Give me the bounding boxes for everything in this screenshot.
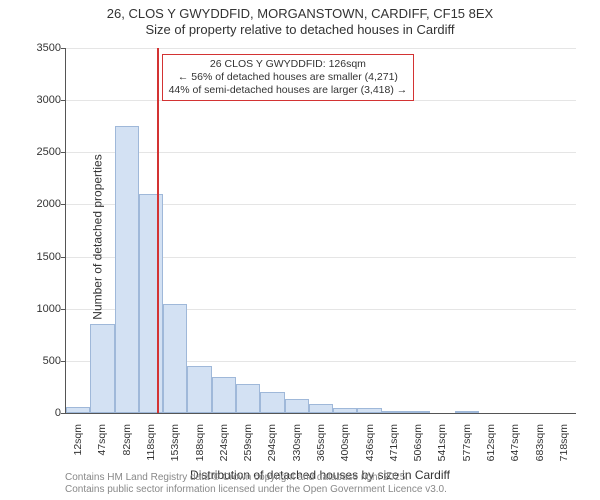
xtick-label: 330sqm — [291, 424, 303, 474]
xtick-label: 400sqm — [339, 424, 351, 474]
xtick-label: 436sqm — [364, 424, 376, 474]
xtick-label: 118sqm — [145, 424, 157, 474]
ytick-label: 1500 — [37, 251, 61, 263]
xtick-label: 718sqm — [558, 424, 570, 474]
xtick-label: 224sqm — [218, 424, 230, 474]
ytick-label: 2000 — [37, 198, 61, 210]
xtick-label: 188sqm — [194, 424, 206, 474]
plot-area: 050010001500200025003000350012sqm47sqm82… — [65, 48, 576, 414]
xtick-label: 612sqm — [485, 424, 497, 474]
attribution-line1: Contains HM Land Registry data © Crown c… — [65, 472, 447, 484]
histogram-bar — [406, 411, 430, 413]
histogram-bar — [382, 411, 406, 413]
xtick-label: 294sqm — [266, 424, 278, 474]
histogram-bar — [357, 408, 381, 413]
y-axis-label: Number of detached properties — [91, 154, 105, 319]
histogram-bar — [309, 404, 333, 413]
title-line1: 26, CLOS Y GWYDDFID, MORGANSTOWN, CARDIF… — [0, 6, 600, 22]
ytick-mark — [61, 413, 66, 414]
histogram-bar — [66, 407, 90, 413]
annotation-line1: 26 CLOS Y GWYDDFID: 126sqm — [169, 58, 408, 71]
xtick-label: 259sqm — [242, 424, 254, 474]
attribution-line2: Contains public sector information licen… — [65, 484, 447, 496]
ytick-mark — [61, 100, 66, 101]
ytick-label: 500 — [43, 355, 61, 367]
chart-area: 050010001500200025003000350012sqm47sqm82… — [65, 48, 575, 413]
annotation-line2: ← 56% of detached houses are smaller (4,… — [169, 71, 408, 84]
histogram-bar — [260, 392, 284, 413]
xtick-label: 471sqm — [388, 424, 400, 474]
xtick-label: 12sqm — [72, 424, 84, 474]
xtick-label: 541sqm — [436, 424, 448, 474]
gridline — [66, 48, 576, 49]
xtick-label: 577sqm — [461, 424, 473, 474]
ytick-label: 3500 — [37, 42, 61, 54]
histogram-bar — [333, 408, 357, 413]
histogram-bar — [139, 194, 163, 413]
xtick-label: 47sqm — [96, 424, 108, 474]
histogram-bar — [455, 411, 479, 413]
histogram-bar — [163, 304, 187, 414]
ytick-mark — [61, 204, 66, 205]
ytick-mark — [61, 361, 66, 362]
xtick-label: 506sqm — [412, 424, 424, 474]
marker-line — [157, 48, 159, 413]
ytick-mark — [61, 152, 66, 153]
xtick-label: 365sqm — [315, 424, 327, 474]
marker-annotation-box: 26 CLOS Y GWYDDFID: 126sqm ← 56% of deta… — [162, 54, 415, 101]
annotation-line3: 44% of semi-detached houses are larger (… — [169, 84, 408, 97]
gridline — [66, 152, 576, 153]
histogram-bar — [212, 377, 236, 414]
attributions: Contains HM Land Registry data © Crown c… — [65, 472, 447, 496]
histogram-bar — [90, 324, 114, 413]
ytick-mark — [61, 257, 66, 258]
ytick-label: 3000 — [37, 94, 61, 106]
ytick-label: 2500 — [37, 146, 61, 158]
histogram-bar — [236, 384, 260, 413]
ytick-label: 0 — [55, 407, 61, 419]
histogram-bar — [115, 126, 139, 413]
xtick-label: 647sqm — [509, 424, 521, 474]
ytick-mark — [61, 309, 66, 310]
chart-title-block: 26, CLOS Y GWYDDFID, MORGANSTOWN, CARDIF… — [0, 0, 600, 39]
xtick-label: 82sqm — [121, 424, 133, 474]
ytick-label: 1000 — [37, 303, 61, 315]
histogram-bar — [285, 399, 309, 413]
histogram-bar — [187, 366, 211, 413]
title-line2: Size of property relative to detached ho… — [0, 22, 600, 38]
ytick-mark — [61, 48, 66, 49]
xtick-label: 153sqm — [169, 424, 181, 474]
xtick-label: 683sqm — [534, 424, 546, 474]
